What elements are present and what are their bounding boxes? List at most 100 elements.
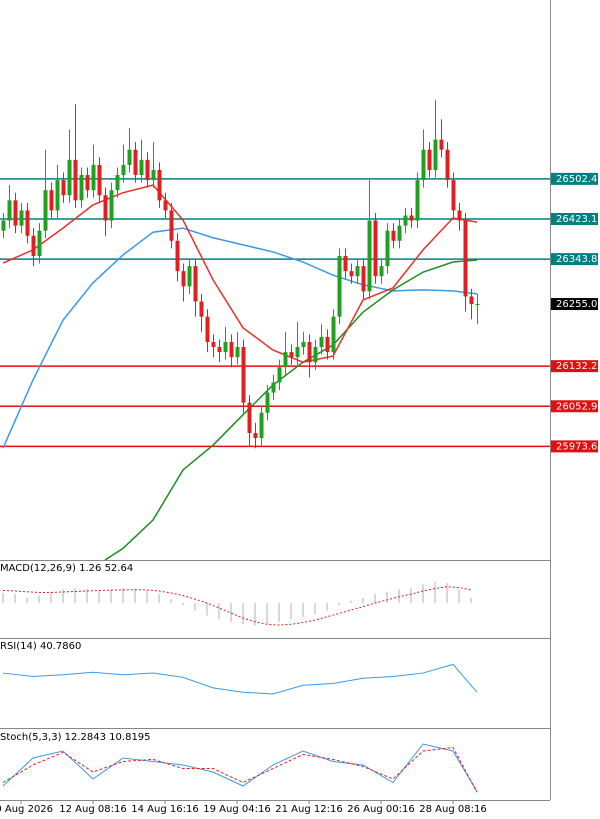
candle-body — [217, 347, 222, 353]
candle-body — [205, 316, 210, 342]
candle-body — [259, 412, 264, 439]
candle-body — [43, 190, 48, 231]
candle-body — [91, 164, 96, 191]
candle-body — [451, 180, 456, 211]
candle-body — [265, 392, 270, 413]
macd-signal — [2, 586, 472, 626]
candle-body — [253, 433, 258, 439]
candle-body — [343, 255, 348, 272]
candle-body — [427, 149, 432, 170]
candle-body — [139, 159, 144, 176]
candle-body — [211, 341, 216, 348]
candle-body — [421, 149, 426, 181]
candle-body — [31, 235, 36, 256]
candle-body — [175, 240, 180, 272]
rsi-title: RSI(14) 40.7860 — [0, 641, 81, 652]
candle-body — [67, 159, 72, 196]
candle-body — [367, 220, 372, 292]
x-tick-label: 12 Aug 08:16 — [59, 804, 126, 815]
candle-body — [445, 149, 450, 181]
main-plot — [0, 100, 550, 560]
candle-body — [433, 139, 438, 170]
stoch-title: Stoch(5,3,3) 12.2843 10.8195 — [0, 732, 151, 743]
moving-average — [2, 184, 478, 363]
candle-body — [55, 180, 60, 211]
candle-body — [313, 347, 318, 363]
candle-body — [379, 266, 384, 277]
level-label-box — [551, 360, 598, 373]
candle-body — [439, 139, 444, 150]
candle-body — [157, 169, 162, 201]
candle-body — [409, 215, 414, 221]
candle-body — [463, 220, 468, 297]
x-tick-label: 14 Aug 16:16 — [131, 804, 198, 815]
candle-body — [415, 180, 420, 221]
candle-body — [121, 164, 126, 176]
candle-body — [301, 341, 306, 348]
level-label-box — [551, 400, 598, 413]
level-label: 26343.8 — [556, 254, 597, 265]
candle-body — [79, 175, 84, 201]
candle-body — [271, 382, 276, 393]
candle-body — [133, 149, 138, 176]
candle-body — [109, 190, 114, 221]
x-tick-label: 28 Aug 08:16 — [419, 804, 486, 815]
last-price-box — [551, 298, 598, 311]
candle-body — [319, 336, 324, 348]
candle-body — [247, 402, 252, 434]
candle-body — [331, 316, 336, 353]
candle-body — [229, 341, 234, 358]
macd-title: MACD(12,26,9) 1.26 52.64 — [0, 563, 133, 574]
candle-body — [25, 210, 30, 236]
candle-body — [193, 266, 198, 302]
candle-body — [283, 352, 288, 368]
level-label-box — [551, 253, 598, 266]
candle-body — [145, 159, 150, 181]
candle-body — [61, 180, 66, 196]
stoch-line — [2, 746, 478, 793]
candle-body — [469, 296, 474, 305]
candle-body — [13, 200, 18, 226]
candle-body — [151, 169, 156, 181]
moving-average — [2, 227, 478, 449]
x-tick-label: 10 Aug 2026 — [0, 804, 53, 815]
candle-body — [85, 175, 90, 191]
candle-body — [349, 271, 354, 277]
x-tick-label: 26 Aug 00:16 — [347, 804, 414, 815]
candle-body — [397, 225, 402, 241]
candle-body — [73, 159, 78, 201]
candle-body — [325, 336, 330, 353]
candle-body — [235, 347, 240, 358]
candle-body — [403, 215, 408, 226]
candle-body — [307, 341, 312, 363]
level-label: 26052.9 — [556, 401, 597, 412]
candle-body — [277, 367, 282, 383]
candle-body — [475, 304, 480, 306]
candle-body — [115, 175, 120, 191]
last-price-label: 26255.0 — [556, 299, 597, 310]
candle-body — [385, 230, 390, 267]
level-label-box — [551, 212, 598, 225]
candle-body — [49, 190, 54, 211]
level-label: 26423.1 — [556, 214, 597, 225]
candle-body — [337, 255, 342, 317]
candle-body — [361, 266, 366, 292]
level-label: 25973.6 — [556, 441, 597, 452]
candle-body — [163, 200, 168, 211]
x-tick-label: 19 Aug 04:16 — [203, 804, 270, 815]
candle-body — [199, 301, 204, 317]
candle-body — [7, 200, 12, 221]
candle-body — [169, 210, 174, 241]
candle-body — [127, 149, 132, 165]
candle-body — [1, 220, 6, 231]
candle-body — [289, 352, 294, 358]
moving-average — [104, 259, 478, 560]
indicator-plots — [2, 581, 478, 793]
candle-body — [355, 266, 360, 277]
level-label-box — [551, 440, 598, 453]
candle-body — [241, 347, 246, 403]
candle-body — [103, 195, 108, 221]
candle-body — [373, 220, 378, 277]
candle-body — [187, 266, 192, 287]
